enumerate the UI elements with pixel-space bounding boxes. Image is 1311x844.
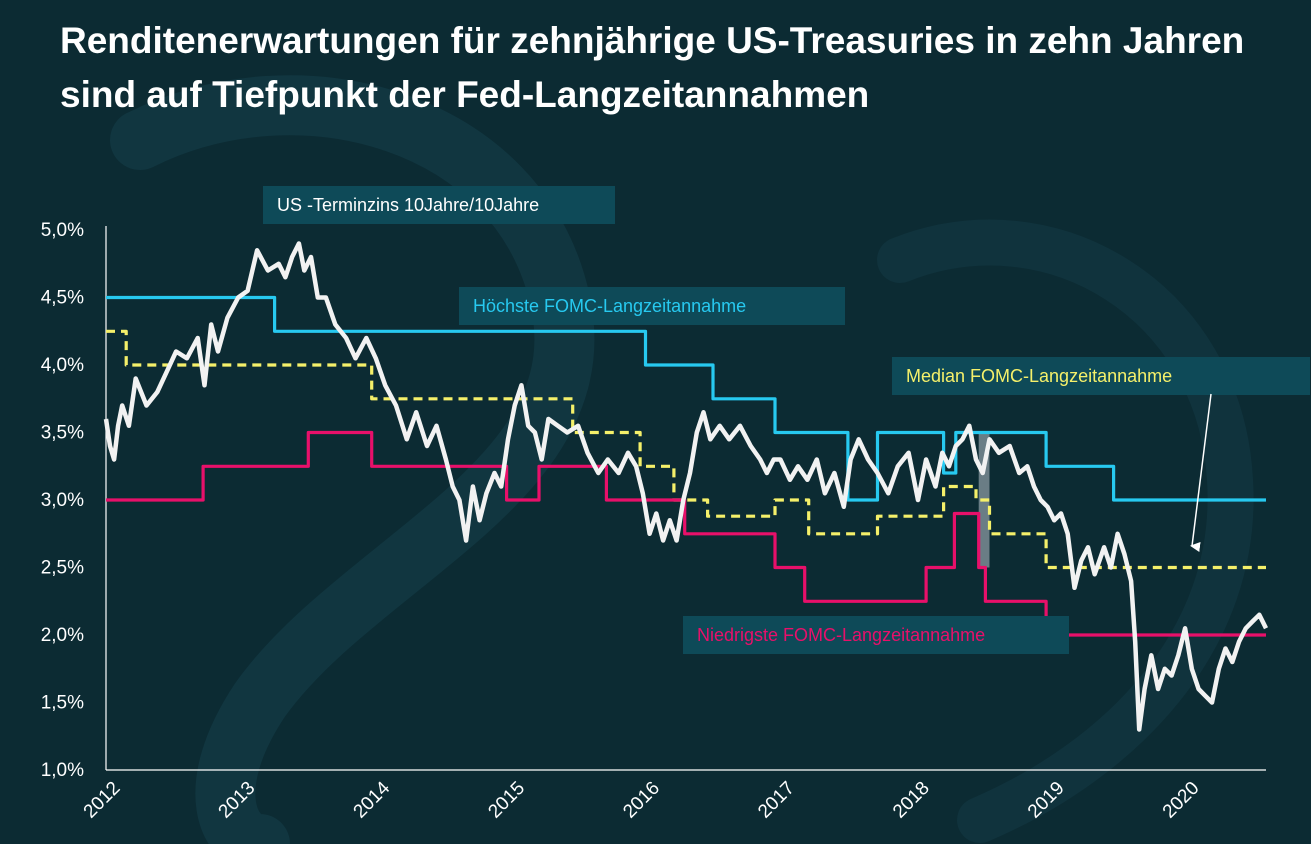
series-highest-line	[106, 295, 1266, 502]
series-median-line	[106, 329, 1266, 570]
x-tick-label: 2014	[350, 777, 395, 822]
label-forward: US -Terminzins 10Jahre/10Jahre	[263, 186, 615, 224]
y-tick-label: 2,5%	[41, 558, 84, 579]
x-tick-label: 2019	[1024, 778, 1069, 823]
chart-title: Renditenerwartungen für zehnjährige US-T…	[60, 20, 1245, 115]
x-tick-label: 2012	[80, 778, 125, 823]
y-tick-label: 1,5%	[41, 693, 84, 714]
series-forward-rate-line	[103, 241, 1269, 732]
x-tick-label: 2015	[484, 778, 529, 823]
series-layer	[103, 241, 1269, 732]
x-tick-label: 2016	[619, 778, 664, 823]
y-tick-label: 4,5%	[41, 288, 84, 309]
x-tick-label: 2017	[754, 778, 799, 823]
x-tick-label: 2018	[889, 778, 934, 823]
label-median: Median FOMC-Langzeitannahme	[892, 357, 1310, 395]
y-tick-label: 2,0%	[41, 625, 84, 646]
x-tick-label: 2013	[215, 778, 260, 823]
x-tick-label: 2020	[1159, 778, 1204, 823]
series-lowest-line	[106, 430, 1266, 637]
y-tick-label: 3,0%	[41, 490, 84, 511]
y-tick-label: 5,0%	[41, 220, 84, 241]
y-tick-label: 4,0%	[41, 355, 84, 376]
label-lowest: Niedrigste FOMC-Langzeitannahme	[683, 616, 1069, 654]
label-highest: Höchste FOMC-Langzeitannahme	[459, 287, 845, 325]
y-tick-label: 1,0%	[41, 760, 84, 781]
y-tick-label: 3,5%	[41, 423, 84, 444]
